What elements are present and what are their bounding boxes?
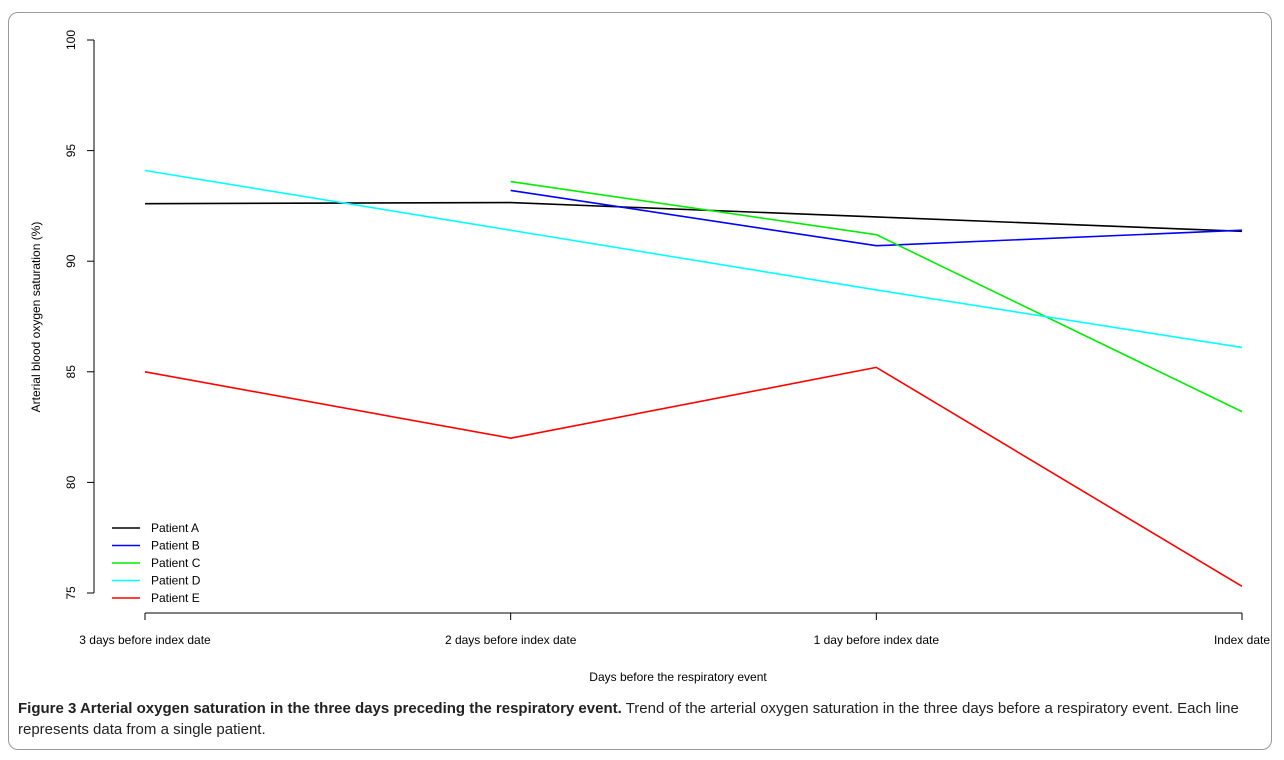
series-line-patient-e <box>144 366 1243 588</box>
y-tick-label: 75 <box>64 586 78 600</box>
x-axis-label: Days before the respiratory event <box>589 670 767 684</box>
legend-label: Patient B <box>151 539 200 553</box>
figure-frame <box>8 12 1272 750</box>
y-tick-label: 95 <box>64 144 78 158</box>
legend-label: Patient A <box>151 521 199 535</box>
x-axis: 3 days before index date 2 days before in… <box>79 612 1270 647</box>
y-tick-label: 90 <box>64 254 78 268</box>
series-line-patient-d <box>144 169 1243 349</box>
y-tick-label: 80 <box>64 475 78 489</box>
series-line-patient-b <box>510 189 1243 247</box>
y-tick-label: 100 <box>64 30 78 50</box>
series-line-patient-a <box>144 201 1243 233</box>
y-tick-label: 85 <box>64 365 78 379</box>
line-chart: 75 80 85 90 95 100 3 days before index date 2 … <box>29 30 1270 684</box>
series-lines <box>144 169 1243 588</box>
figure-caption: Figure 3 Arterial oxygen saturation in t… <box>18 698 1258 740</box>
x-tick-label: 1 day before index date <box>814 633 940 647</box>
caption-text: Trend of the arterial oxygen saturation … <box>18 700 1239 738</box>
legend-label: Patient D <box>151 574 201 588</box>
legend: Patient A Patient B Patient C Patient D Pati… <box>112 521 201 605</box>
series-line-patient-c <box>510 180 1243 413</box>
legend-label: Patient C <box>151 556 201 570</box>
y-axis: 75 80 85 90 95 100 <box>64 30 95 600</box>
y-axis-label: Arterial blood oxygen saturation (%) <box>29 222 43 413</box>
x-tick-label: 2 days before index date <box>445 633 577 647</box>
x-tick-label: Index date <box>1214 633 1270 647</box>
x-tick-label: 3 days before index date <box>79 633 211 647</box>
legend-label: Patient E <box>151 591 200 605</box>
caption-title: Figure 3 Arterial oxygen saturation in t… <box>18 700 622 717</box>
